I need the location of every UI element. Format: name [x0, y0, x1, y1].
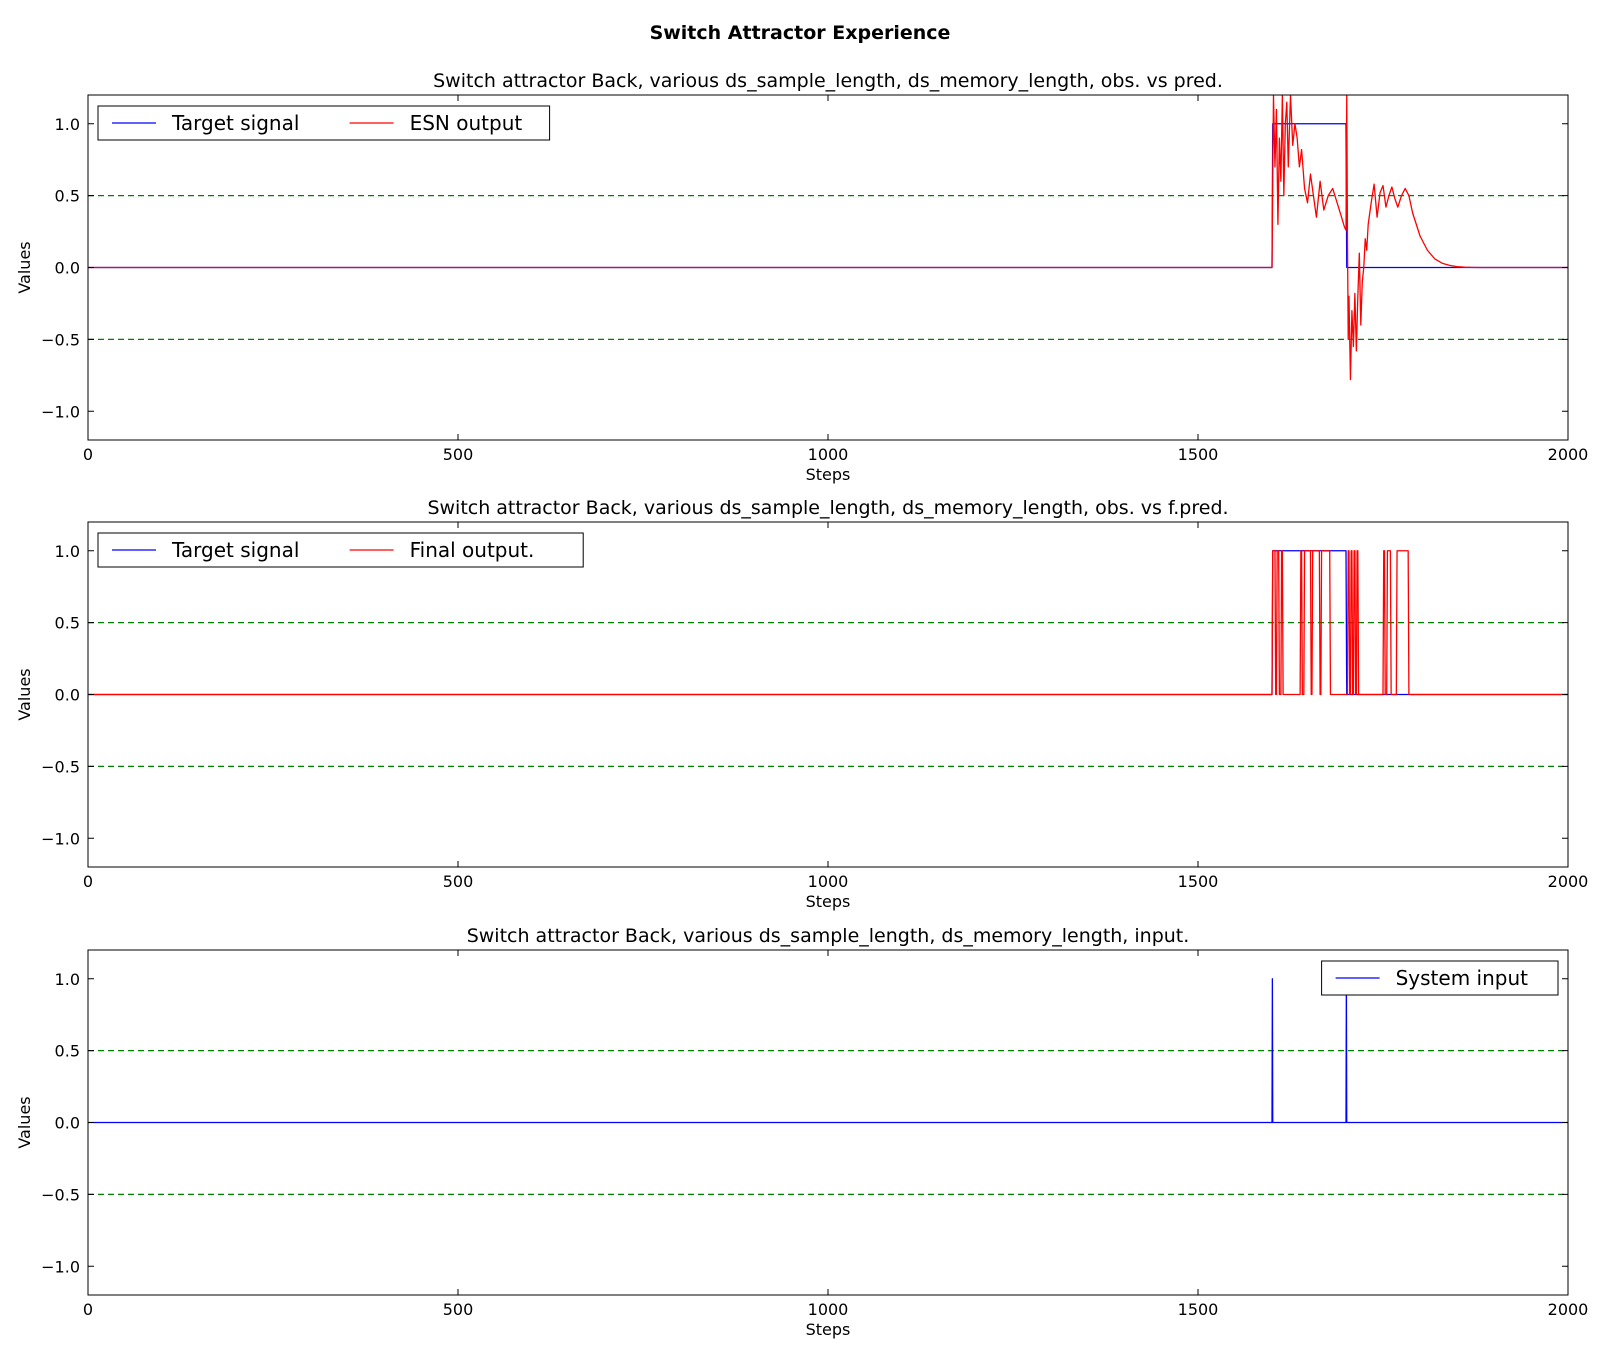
- y-tick-label: −0.5: [41, 1185, 80, 1204]
- plot-area: [88, 550, 1568, 696]
- x-tick-label: 1500: [1178, 1300, 1219, 1319]
- legend-label-2: Final output.: [410, 538, 535, 562]
- legend-box: [97, 105, 551, 141]
- x-tick-label: 1000: [808, 1300, 849, 1319]
- y-tick-label: 1.0: [55, 115, 80, 134]
- legend-label-1: Target signal: [171, 111, 299, 135]
- x-axis-label: Steps: [806, 1320, 851, 1339]
- x-axis-label: Steps: [806, 892, 851, 911]
- chart-title: Switch attractor Back, various ds_sample…: [467, 925, 1190, 947]
- x-tick-label: 0: [83, 872, 93, 891]
- figure-title: Switch Attractor Experience: [649, 22, 951, 44]
- y-axis-label: Values: [15, 1096, 34, 1148]
- chart-panel-3: Switch attractor Back, various ds_sample…: [15, 925, 1588, 1339]
- series-line-1: [88, 978, 1568, 1124]
- legend: System input: [1321, 960, 1559, 996]
- y-tick-label: −1.0: [41, 402, 80, 421]
- y-tick-label: −0.5: [41, 330, 80, 349]
- chart-panel-1: Switch attractor Back, various ds_sample…: [15, 70, 1588, 484]
- legend-label-1: Target signal: [171, 538, 299, 562]
- x-tick-label: 1000: [808, 445, 849, 464]
- y-axis-label: Values: [15, 668, 34, 720]
- y-tick-label: 0.5: [55, 614, 80, 633]
- x-tick-label: 500: [443, 1300, 474, 1319]
- y-tick-label: 0.0: [55, 686, 80, 705]
- x-tick-label: 2000: [1548, 872, 1589, 891]
- x-tick-label: 1500: [1178, 872, 1219, 891]
- y-tick-label: 1.0: [55, 970, 80, 989]
- plot-area: [88, 95, 1568, 381]
- y-tick-label: −0.5: [41, 757, 80, 776]
- chart-panel-2: Switch attractor Back, various ds_sample…: [15, 497, 1588, 911]
- x-tick-label: 500: [443, 445, 474, 464]
- chart-title: Switch attractor Back, various ds_sample…: [427, 497, 1228, 519]
- legend-label-1: System input: [1396, 966, 1529, 990]
- y-tick-label: 0.0: [55, 259, 80, 278]
- x-tick-label: 2000: [1548, 1300, 1589, 1319]
- legend-label-2: ESN output: [410, 111, 523, 135]
- series-line-2: [88, 550, 1568, 696]
- series-line-2: [1345, 978, 1348, 1123]
- legend-box: [97, 532, 584, 568]
- x-axis-label: Steps: [806, 465, 851, 484]
- y-tick-label: 0.5: [55, 1042, 80, 1061]
- y-axis-label: Values: [15, 241, 34, 293]
- series-line-2: [88, 95, 1568, 381]
- y-tick-label: 1.0: [55, 542, 80, 561]
- legend: Target signal Final output.: [97, 532, 584, 568]
- x-tick-label: 1000: [808, 872, 849, 891]
- chart-title: Switch attractor Back, various ds_sample…: [433, 70, 1223, 92]
- y-tick-label: 0.5: [55, 187, 80, 206]
- y-tick-label: −1.0: [41, 829, 80, 848]
- x-tick-label: 500: [443, 872, 474, 891]
- x-tick-label: 2000: [1548, 445, 1589, 464]
- y-tick-label: 0.0: [55, 1114, 80, 1133]
- legend: Target signal ESN output: [97, 105, 551, 141]
- x-tick-label: 0: [83, 445, 93, 464]
- y-tick-label: −1.0: [41, 1257, 80, 1276]
- x-tick-label: 1500: [1178, 445, 1219, 464]
- x-tick-label: 0: [83, 1300, 93, 1319]
